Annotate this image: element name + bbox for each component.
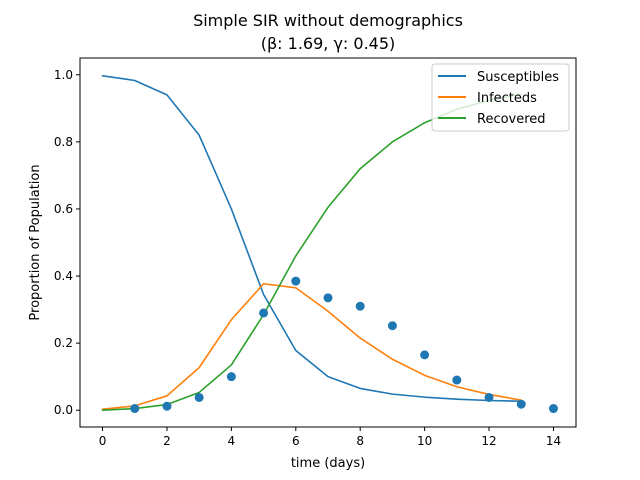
chart-title-line1: Simple SIR without demographics (193, 11, 463, 30)
x-tick-label-2: 2 (163, 434, 171, 448)
observed-point (162, 401, 172, 411)
observed-point (226, 372, 236, 382)
y-tick-label-2: 0.4 (54, 269, 73, 283)
x-tick-label-6: 6 (292, 434, 300, 448)
x-tick-label-12: 12 (481, 434, 496, 448)
observed-point (355, 301, 365, 311)
observed-point (323, 293, 333, 303)
y-tick-label-5: 1.0 (54, 68, 73, 82)
observed-point (194, 392, 204, 402)
observed-point (130, 404, 140, 414)
observed-point (516, 399, 526, 409)
y-tick-label-4: 0.8 (54, 135, 73, 149)
series-line-susceptibles (101, 74, 523, 402)
observed-point (259, 308, 269, 318)
legend-box (431, 63, 570, 132)
y-tick-label-1: 0.2 (54, 336, 73, 350)
legend-label-susceptibles: Susceptibles (477, 70, 559, 85)
x-tick-label-14: 14 (546, 434, 561, 448)
x-tick-label-4: 4 (228, 434, 236, 448)
axes-frame (79, 57, 577, 428)
observed-point (548, 404, 558, 414)
x-tick-label-8: 8 (356, 434, 364, 448)
observed-point (484, 392, 494, 402)
observed-point (291, 276, 301, 286)
observed-point (452, 375, 462, 385)
x-axis-label: time (days) (291, 456, 365, 471)
series-line-infecteds (101, 282, 523, 411)
x-tick-label-10: 10 (417, 434, 432, 448)
y-axis-label: Proportion of Population (28, 164, 43, 320)
observed-point (420, 350, 430, 360)
legend-label-recovered: Recovered (477, 112, 546, 127)
observed-point (387, 321, 397, 331)
legend-label-infecteds: Infecteds (477, 91, 537, 106)
x-tick-label-0: 0 (99, 434, 107, 448)
y-tick-label-0: 0.0 (54, 403, 73, 417)
chart-title-line2: (β: 1.69, γ: 0.45) (261, 34, 396, 53)
plot-area (101, 74, 558, 414)
y-tick-label-3: 0.6 (54, 202, 73, 216)
legend: Susceptibles Infecteds Recovered (431, 63, 570, 132)
axes: 0 2 4 6 8 10 12 14 0.0 0.2 0.4 0.6 0.8 1.0 (54, 68, 561, 448)
